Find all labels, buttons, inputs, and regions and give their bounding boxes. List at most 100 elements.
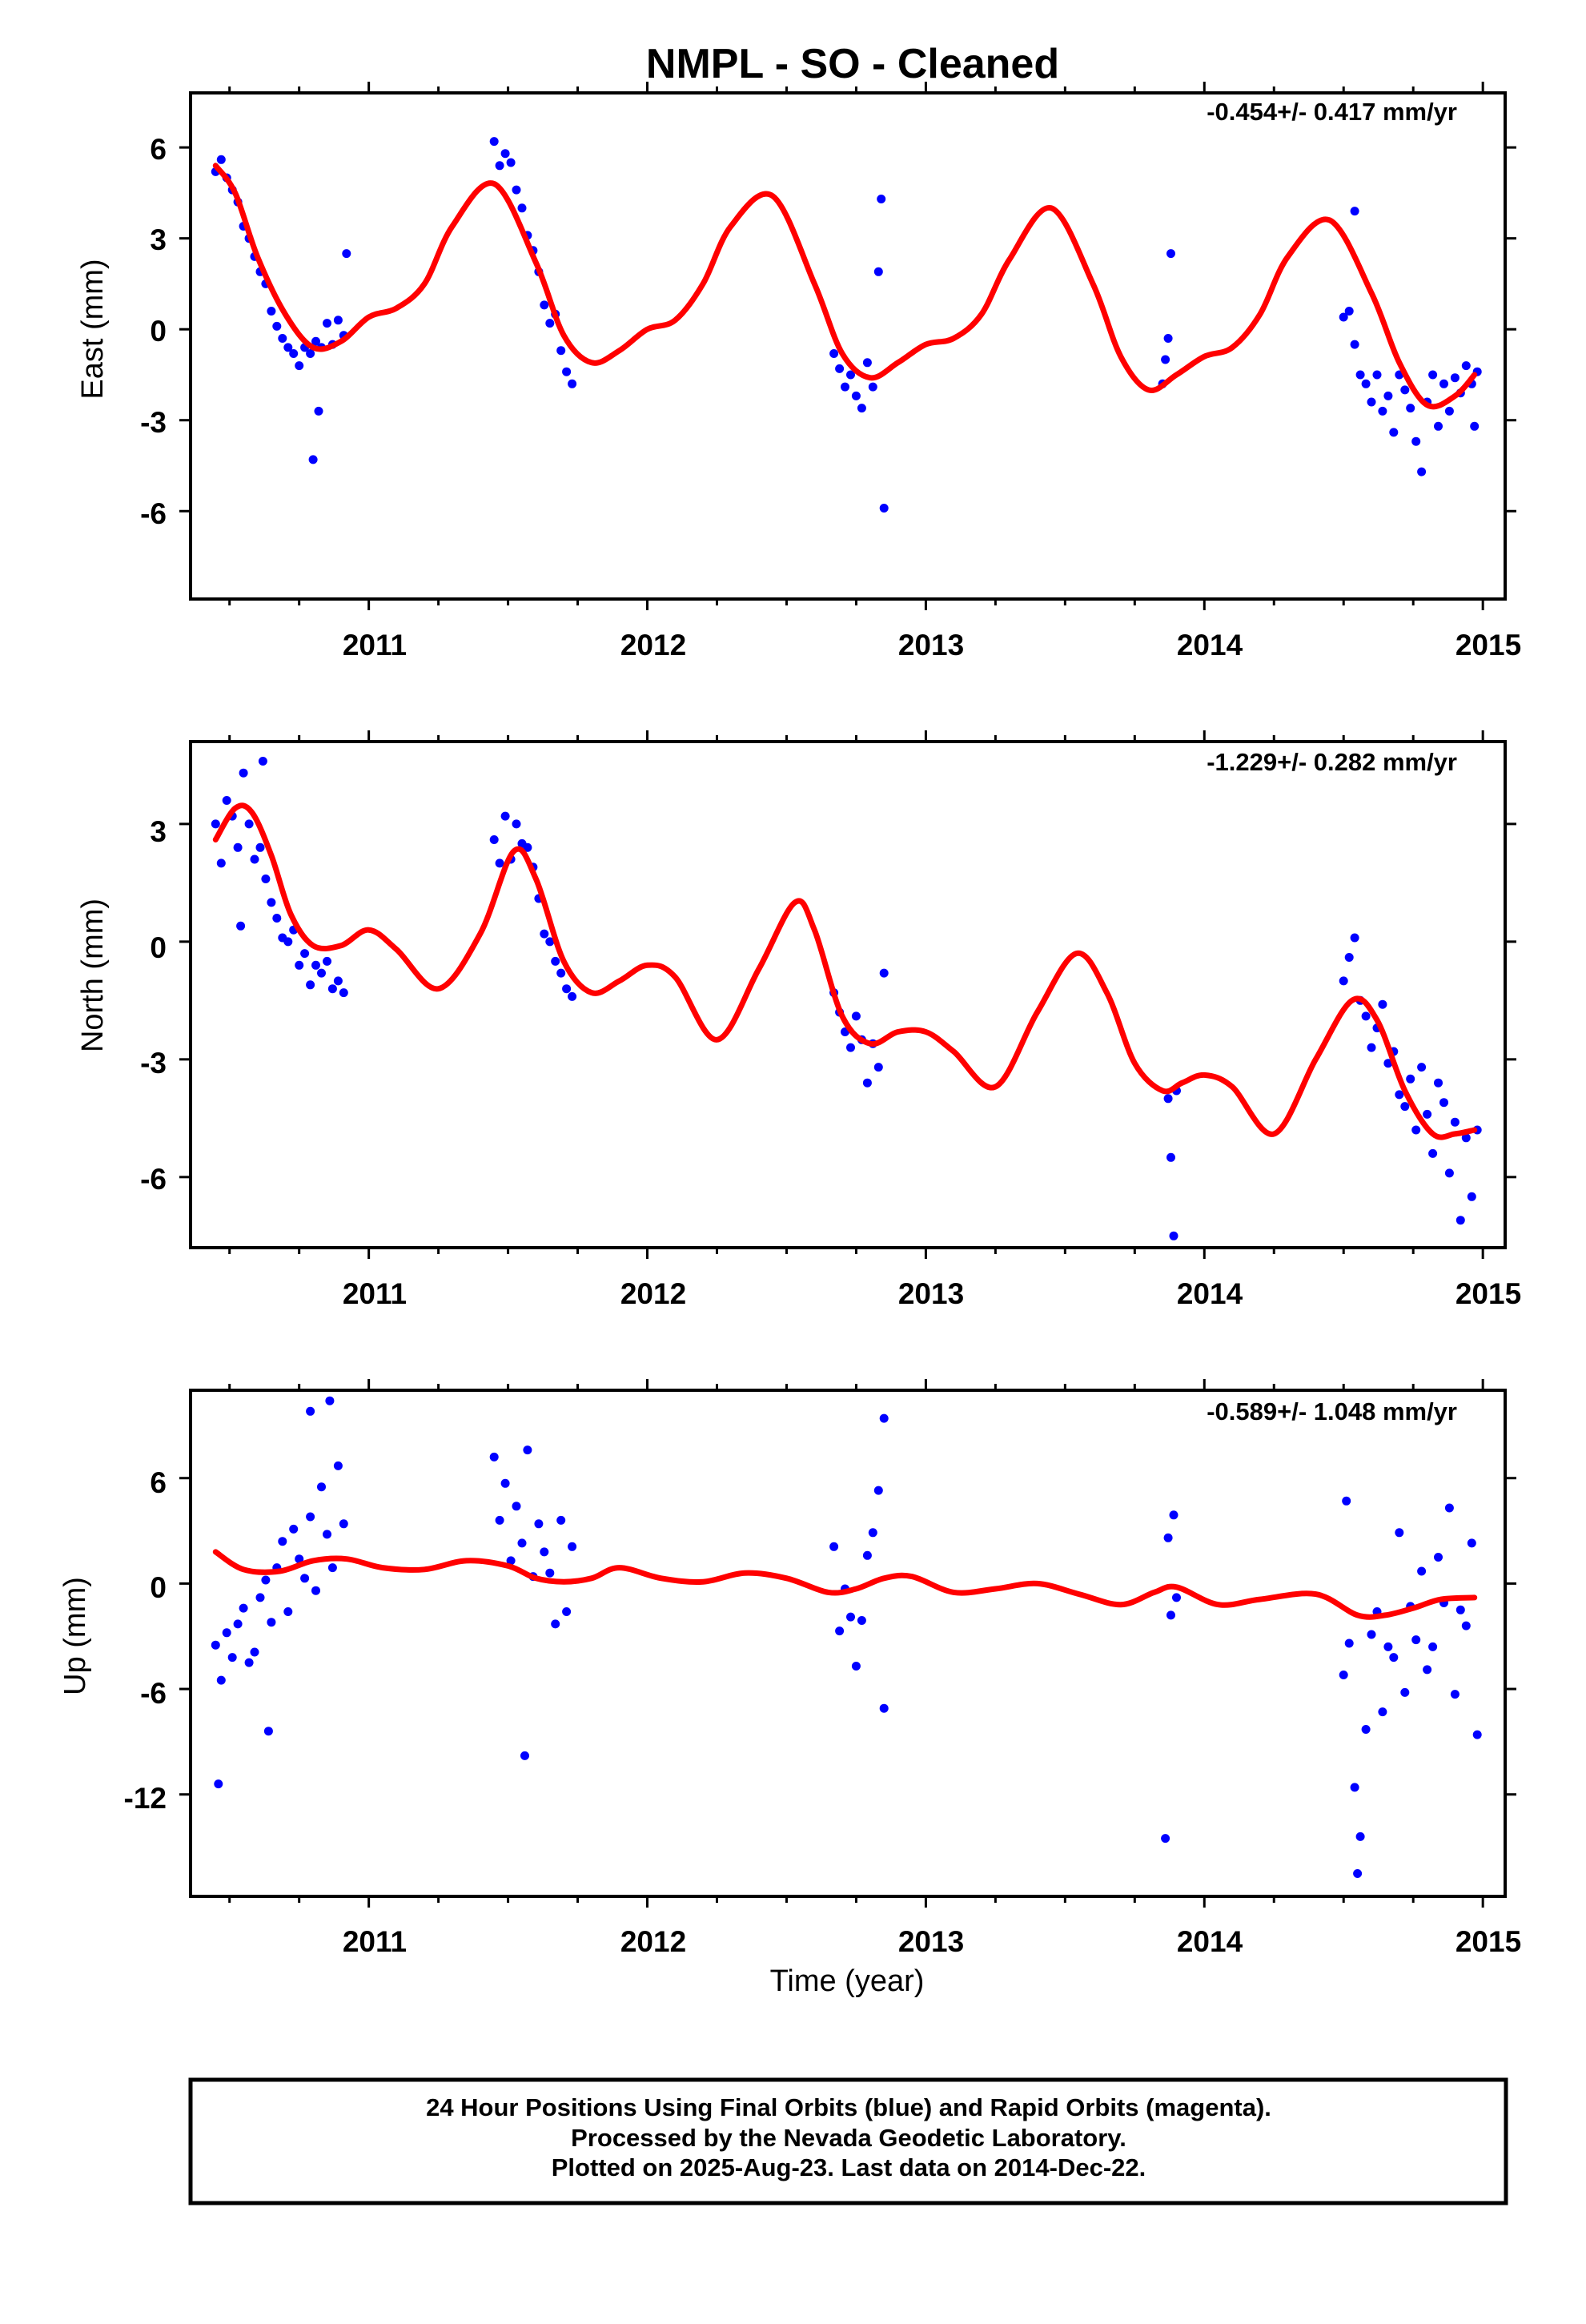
east-data-point bbox=[1389, 428, 1399, 437]
north-x-tick-label: 2013 bbox=[898, 1277, 964, 1310]
up-data-point bbox=[300, 1574, 310, 1583]
up-data-point bbox=[1350, 1783, 1359, 1792]
east-data-point bbox=[1344, 307, 1354, 316]
north-data-point bbox=[1417, 1063, 1427, 1072]
east-data-point bbox=[1400, 385, 1410, 395]
up-data-point bbox=[278, 1537, 287, 1546]
up-data-point bbox=[1472, 1730, 1482, 1739]
north-data-point bbox=[512, 819, 521, 829]
east-data-point bbox=[267, 307, 276, 316]
north-data-point bbox=[1439, 1098, 1448, 1108]
up-data-point bbox=[1423, 1665, 1432, 1675]
east-data-point bbox=[1361, 379, 1371, 388]
up-data-point bbox=[306, 1512, 315, 1522]
east-data-point bbox=[1378, 406, 1387, 416]
panel-north: -1.229+/- 0.282 mm/yr North (mm) 2011 20… bbox=[76, 730, 1521, 1310]
north-data-point bbox=[1350, 933, 1359, 943]
north-x-tick-label: 2015 bbox=[1456, 1277, 1521, 1310]
east-y-tick-label: -6 bbox=[140, 497, 167, 530]
up-x-tick-label: 2012 bbox=[620, 1925, 686, 1958]
up-data-point bbox=[1353, 1869, 1363, 1878]
east-y-tick-label: 6 bbox=[150, 133, 167, 166]
up-data-point bbox=[1389, 1653, 1399, 1663]
north-data-point bbox=[1367, 1043, 1376, 1052]
up-data-point bbox=[333, 1461, 343, 1470]
up-data-point bbox=[556, 1515, 566, 1525]
up-data-point bbox=[255, 1593, 265, 1602]
north-data-point bbox=[233, 842, 243, 852]
east-data-point bbox=[1339, 312, 1348, 322]
up-y-axis-label: Up (mm) bbox=[58, 1577, 92, 1695]
north-data-point bbox=[873, 1063, 883, 1072]
north-data-point bbox=[879, 968, 889, 978]
north-data-point bbox=[1395, 1090, 1404, 1100]
up-data-point bbox=[1417, 1566, 1427, 1576]
east-data-point bbox=[841, 382, 849, 392]
north-y-axis-label: North (mm) bbox=[76, 899, 110, 1052]
north-data-point bbox=[222, 796, 231, 805]
up-data-point bbox=[489, 1452, 499, 1462]
up-data-point bbox=[500, 1478, 510, 1488]
up-x-tick-label: 2013 bbox=[898, 1925, 964, 1958]
up-fit-curve bbox=[212, 1549, 1478, 1620]
east-data-point bbox=[846, 370, 855, 380]
north-data-point bbox=[1428, 1148, 1438, 1158]
north-data-point bbox=[1450, 1117, 1460, 1127]
up-data-point bbox=[1169, 1510, 1178, 1520]
north-data-point bbox=[562, 984, 572, 994]
east-data-point bbox=[1161, 355, 1170, 364]
up-data-point bbox=[1428, 1642, 1438, 1651]
east-data-point bbox=[1350, 207, 1359, 216]
north-x-tick-label: 2012 bbox=[620, 1277, 686, 1310]
east-y-tick-label: -3 bbox=[140, 406, 167, 439]
east-data-point bbox=[1428, 370, 1438, 380]
up-data-point bbox=[551, 1619, 560, 1629]
footer-frame bbox=[188, 2077, 1508, 2205]
north-data-point bbox=[1461, 1133, 1471, 1143]
up-data-point bbox=[1367, 1630, 1376, 1639]
east-data-point bbox=[1444, 406, 1454, 416]
east-data-point bbox=[306, 349, 315, 358]
up-data-point bbox=[835, 1626, 845, 1636]
up-data-point bbox=[1456, 1605, 1465, 1614]
north-axes-frame bbox=[189, 740, 1507, 1249]
up-y-tick-label: 6 bbox=[150, 1466, 167, 1499]
east-data-point bbox=[1350, 340, 1359, 349]
north-data-point bbox=[1423, 1109, 1432, 1119]
up-data-point bbox=[1355, 1831, 1365, 1841]
north-data-point bbox=[1467, 1192, 1476, 1201]
up-data-point bbox=[1342, 1496, 1351, 1506]
up-data-point bbox=[1411, 1635, 1421, 1645]
up-data-point bbox=[520, 1751, 529, 1760]
east-data-point bbox=[1417, 467, 1427, 476]
north-y-tick-label: -6 bbox=[140, 1163, 167, 1196]
east-data-point bbox=[500, 149, 510, 159]
east-data-point bbox=[1406, 404, 1415, 413]
up-data-point bbox=[250, 1647, 259, 1657]
east-data-point bbox=[879, 504, 889, 513]
north-data-point bbox=[306, 980, 315, 990]
east-x-tick-label: 2012 bbox=[620, 629, 686, 661]
up-data-point bbox=[327, 1563, 337, 1573]
up-data-point bbox=[1434, 1553, 1443, 1562]
north-data-point bbox=[1166, 1152, 1175, 1162]
north-data-point bbox=[295, 960, 304, 970]
up-data-point bbox=[879, 1413, 889, 1423]
east-data-point bbox=[545, 319, 555, 328]
north-data-point bbox=[1434, 1078, 1443, 1088]
north-data-point bbox=[258, 757, 267, 766]
north-data-point bbox=[300, 949, 310, 959]
up-data-point bbox=[1163, 1533, 1173, 1542]
east-data-point bbox=[1411, 436, 1421, 446]
north-y-tick-label: 0 bbox=[150, 931, 167, 964]
north-data-point bbox=[523, 842, 532, 852]
north-data-point bbox=[211, 819, 220, 829]
up-data-point bbox=[534, 1519, 544, 1529]
east-data-point bbox=[1166, 249, 1175, 259]
up-data-point bbox=[261, 1575, 271, 1585]
north-data-point bbox=[1339, 976, 1348, 986]
east-data-point bbox=[1461, 361, 1471, 371]
up-data-point bbox=[283, 1607, 293, 1616]
east-data-point bbox=[556, 346, 566, 356]
east-x-tick-label: 2015 bbox=[1456, 629, 1521, 661]
